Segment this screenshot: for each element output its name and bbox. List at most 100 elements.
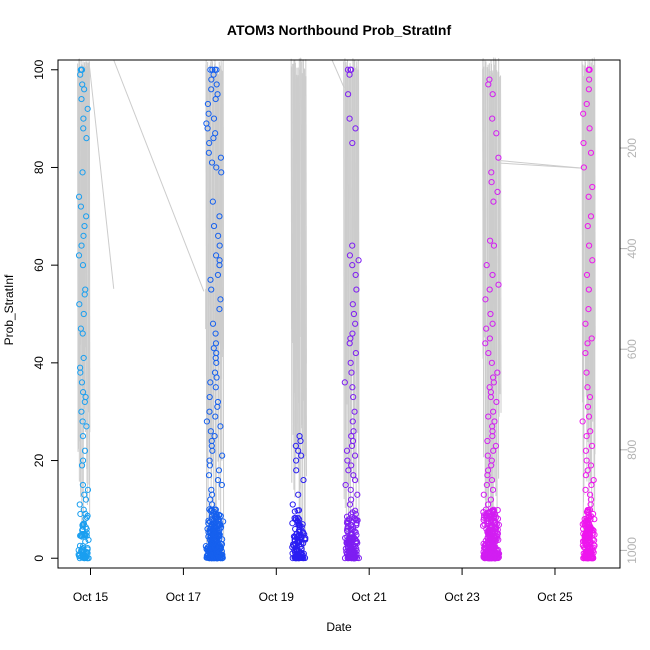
- data-point: [78, 242, 85, 249]
- data-point: [207, 539, 215, 547]
- x-tick-label: Oct 21: [352, 590, 388, 604]
- data-point: [217, 423, 224, 430]
- data-point: [482, 296, 489, 303]
- data-point: [79, 481, 87, 489]
- data-point: [216, 306, 223, 313]
- points-layer: [75, 66, 598, 562]
- data-point: [584, 222, 591, 230]
- data-point: [293, 548, 300, 555]
- data-point: [351, 476, 359, 484]
- data-point: [490, 447, 497, 454]
- data-point: [294, 517, 301, 524]
- data-point: [345, 467, 352, 474]
- data-point: [215, 467, 223, 474]
- data-point: [485, 552, 493, 559]
- data-point: [495, 154, 502, 161]
- data-point: [580, 139, 587, 147]
- data-point: [586, 66, 593, 73]
- data-point: [355, 257, 362, 264]
- data-point: [583, 271, 591, 279]
- data-point: [213, 554, 220, 561]
- data-point: [213, 359, 220, 366]
- data-point: [584, 403, 592, 410]
- data-point: [81, 447, 89, 454]
- data-point: [346, 501, 354, 508]
- data-point: [84, 486, 92, 493]
- data-point: [296, 516, 303, 523]
- data-point: [483, 262, 490, 269]
- data-point: [78, 462, 86, 469]
- x-tick-label: Oct 15: [73, 590, 109, 604]
- data-point: [487, 536, 494, 544]
- x-axis-label: Date: [326, 620, 352, 634]
- data-point: [204, 125, 211, 132]
- data-point: [80, 232, 87, 239]
- data-point: [344, 457, 351, 464]
- y-axis-label: Prob_StratInf: [2, 274, 16, 345]
- data-point: [494, 554, 501, 562]
- data-point: [207, 379, 214, 386]
- data-point: [210, 222, 218, 230]
- data-point: [487, 393, 494, 401]
- data-point: [210, 529, 217, 536]
- data-point: [209, 511, 216, 519]
- data-point: [302, 534, 309, 542]
- data-point: [485, 81, 492, 88]
- right-axis-tick-label: 1000: [625, 537, 639, 564]
- right-axis-tick-label: 400: [625, 238, 639, 258]
- data-point: [489, 320, 496, 327]
- data-point: [299, 554, 306, 561]
- data-point: [296, 538, 303, 545]
- data-point: [587, 428, 594, 435]
- data-point: [205, 472, 213, 479]
- data-point: [586, 544, 594, 551]
- data-point: [486, 335, 493, 342]
- data-point: [217, 296, 224, 303]
- data-point: [291, 508, 298, 515]
- data-point: [349, 139, 356, 147]
- data-point: [491, 520, 498, 527]
- right-axis-tick-label: 800: [625, 439, 639, 459]
- data-point: [214, 271, 222, 279]
- data-point: [584, 384, 591, 391]
- data-point: [342, 481, 349, 489]
- transit-line: [500, 162, 582, 169]
- data-point: [289, 520, 296, 527]
- data-point: [83, 423, 90, 430]
- data-point: [81, 398, 88, 406]
- data-point: [214, 403, 221, 410]
- data-point: [487, 496, 495, 503]
- plot-frame: [57, 59, 621, 569]
- data-point: [585, 193, 592, 200]
- pressure-lines-layer: [77, 57, 596, 555]
- data-point: [490, 408, 497, 415]
- data-point: [212, 413, 219, 420]
- data-point: [81, 86, 88, 93]
- data-point: [354, 491, 361, 498]
- data-point: [207, 507, 214, 514]
- data-point: [214, 536, 221, 544]
- data-point: [299, 521, 306, 528]
- data-point: [291, 533, 299, 541]
- data-point: [349, 384, 356, 391]
- data-point: [351, 452, 359, 459]
- data-point: [213, 81, 220, 88]
- data-point: [586, 553, 593, 560]
- data-point: [217, 512, 224, 520]
- data-point: [79, 418, 86, 425]
- data-point: [348, 369, 355, 376]
- data-point: [215, 232, 222, 239]
- data-point: [78, 408, 85, 415]
- data-point: [583, 521, 590, 528]
- data-point: [580, 530, 587, 537]
- data-point: [591, 531, 598, 538]
- data-point: [587, 513, 595, 520]
- data-point: [289, 501, 296, 508]
- data-point: [81, 551, 88, 558]
- data-point: [585, 86, 592, 93]
- data-point: [494, 526, 501, 533]
- data-point: [294, 507, 301, 514]
- data-point: [210, 135, 217, 142]
- data-point: [77, 71, 84, 78]
- data-point: [488, 169, 495, 176]
